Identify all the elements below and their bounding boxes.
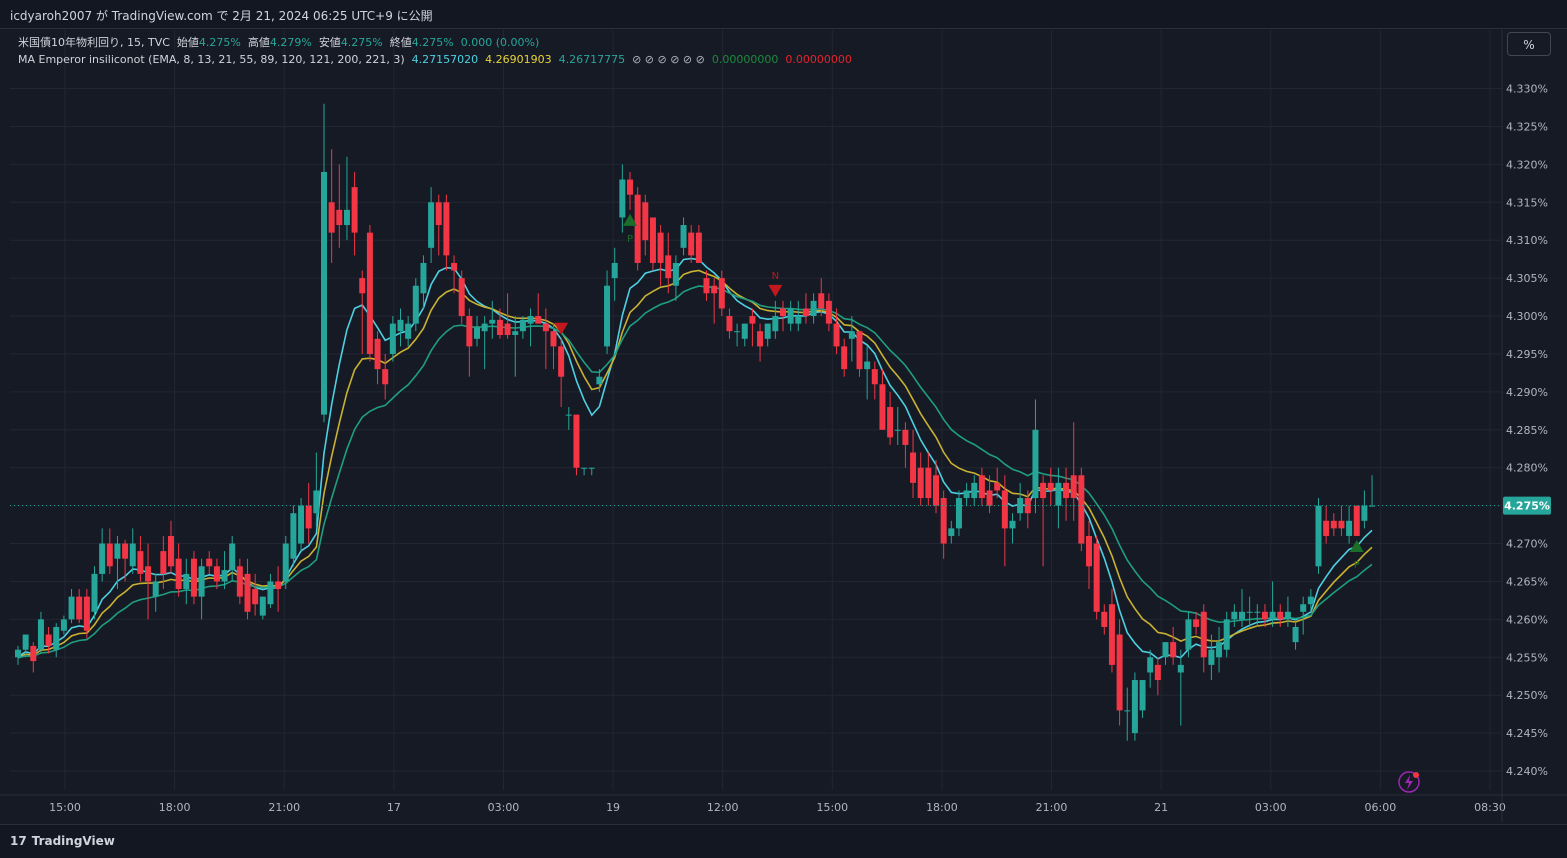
low-label: 安値 bbox=[318, 36, 341, 49]
percent-scale-button[interactable]: % bbox=[1507, 32, 1551, 56]
open-label: 始値 bbox=[176, 36, 199, 49]
close-value: 4.275% bbox=[411, 36, 454, 49]
chart-legend: 米国債10年物利回り, 15, TVC 始値4.275% 高値4.279% 安値… bbox=[18, 34, 852, 68]
na-symbols: ⊘ ⊘ ⊘ ⊘ ⊘ ⊘ bbox=[632, 53, 705, 66]
green-value: 0.00000000 bbox=[711, 53, 779, 66]
high-label: 高値 bbox=[247, 36, 270, 49]
indicator-label[interactable]: MA Emperor insiliconot (EMA, 8, 13, 21, … bbox=[18, 53, 405, 66]
footer-bar: 17 TradingView bbox=[0, 824, 1567, 858]
open-value: 4.275% bbox=[198, 36, 241, 49]
close-label: 終値 bbox=[389, 36, 412, 49]
red-value: 0.00000000 bbox=[785, 53, 852, 66]
ma3-value: 4.26717775 bbox=[558, 53, 626, 66]
tradingview-logo-icon: 17 bbox=[10, 834, 27, 848]
chart-area[interactable] bbox=[0, 29, 1567, 824]
publish-text: icdyaroh2007 が TradingView.com で 2月 21, … bbox=[10, 9, 433, 23]
indicator-legend-row: MA Emperor insiliconot (EMA, 8, 13, 21, … bbox=[18, 51, 852, 68]
change-value: 0.000 (0.00%) bbox=[460, 36, 540, 49]
ma2-value: 4.26901903 bbox=[485, 53, 552, 66]
symbol-legend-row: 米国債10年物利回り, 15, TVC 始値4.275% 高値4.279% 安値… bbox=[18, 34, 852, 51]
symbol-label[interactable]: 米国債10年物利回り, 15, TVC bbox=[18, 36, 170, 49]
tradingview-logo[interactable]: 17 TradingView bbox=[10, 834, 115, 848]
brand-label: TradingView bbox=[31, 834, 115, 848]
low-value: 4.275% bbox=[340, 36, 383, 49]
ma1-value: 4.27157020 bbox=[411, 53, 479, 66]
high-value: 4.279% bbox=[269, 36, 312, 49]
publish-header: icdyaroh2007 が TradingView.com で 2月 21, … bbox=[0, 0, 1567, 29]
